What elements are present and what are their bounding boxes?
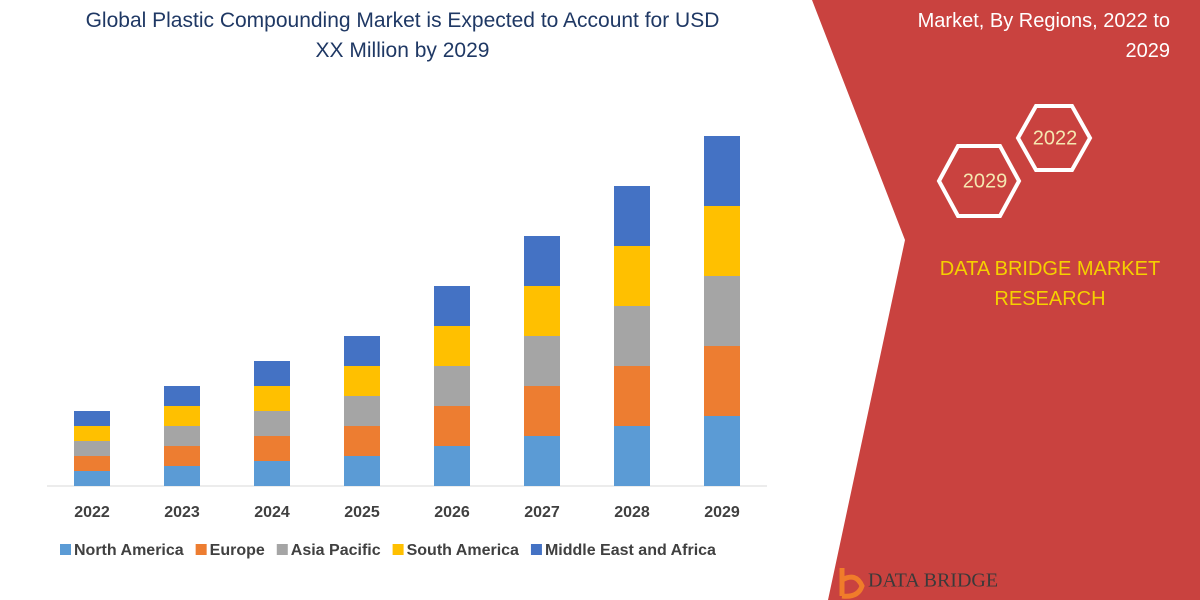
legend-swatch [60,544,71,555]
x-tick-label: 2029 [704,504,740,521]
logo-icon [839,568,865,599]
bar-segment [74,426,110,441]
bar-segment [254,361,290,386]
legend-label: Europe [210,542,265,559]
bar-segment [344,426,380,456]
bar-segment [74,411,110,426]
bar-segment [704,346,740,416]
hexagon [1015,104,1093,172]
bar-segment [254,386,290,411]
bar-segment [254,461,290,486]
bar-segment [524,436,560,486]
bar-segment [164,446,200,466]
bar-segment [74,456,110,471]
legend-swatch [392,544,404,555]
bar-segment [524,236,560,286]
brand: DATA BRIDGE MARKET RESEARCH [939,258,1161,310]
legend-label: North America [74,542,184,559]
x-tick-label: 2026 [434,504,470,521]
bar-segment [524,386,560,436]
bar-segment [164,406,200,426]
x-tick-label: 2028 [614,504,650,521]
legend-swatch [195,544,207,555]
bar-segment [344,366,380,396]
bar-segment [74,441,110,456]
legend-label: South America [407,542,519,559]
bar-segment [434,286,470,326]
bar-segment [704,276,740,346]
legend-swatch [276,544,288,555]
legend-label: Middle East and Africa [545,542,716,559]
bar-segment [74,471,110,486]
bar-segment [344,456,380,486]
bar-segment [614,306,650,366]
bar-segment [434,326,470,366]
bar-segment [164,426,200,446]
side-panel [812,0,1200,600]
x-tick-label: 2023 [164,504,200,521]
bar-segment [614,426,650,486]
bar-segment [434,446,470,486]
bar-segment [434,406,470,446]
x-tick-label: 2027 [524,504,560,521]
panel-heading: Market, By Regions, 2022 to 2029 [917,10,1170,62]
hexagon [936,144,1022,218]
bar-segment [614,186,650,246]
bar-segment [524,286,560,336]
bar-segment [344,396,380,426]
bar-segment [254,436,290,461]
bar-segment [704,206,740,276]
bar-segment [524,336,560,386]
bar-segment [164,466,200,486]
legend-label: Asia Pacific [291,542,381,559]
bar-segment [704,416,740,486]
bar-segment [434,366,470,406]
chart-title: Global Plastic Compounding Market is Exp… [85,9,720,62]
x-tick-label: 2025 [344,504,380,521]
bar-segment [704,136,740,206]
x-tick-label: 2024 [254,504,290,521]
bar-segment [614,246,650,306]
bar-segment [614,366,650,426]
bar-segment [344,336,380,366]
bar-segment [254,411,290,436]
legend-swatch [530,544,542,555]
logo-text: DATA BRIDGE [868,570,998,592]
x-tick-label: 2022 [74,504,110,521]
bar-segment [164,386,200,406]
hex-year: 2029 [963,170,1008,192]
hex-year: 2022 [1033,127,1078,149]
